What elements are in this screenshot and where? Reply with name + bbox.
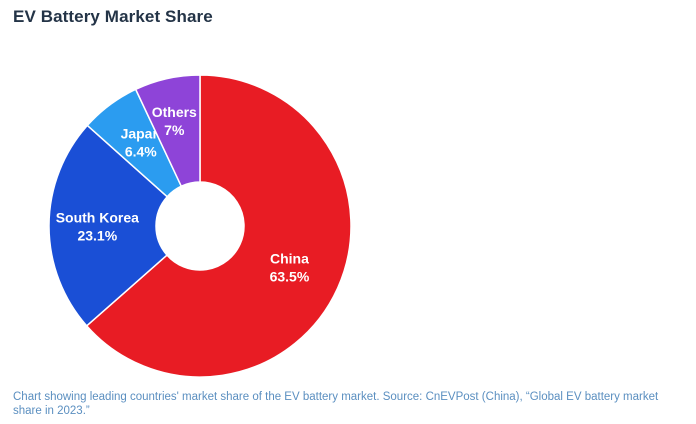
slice-label-china: China bbox=[270, 250, 309, 266]
slice-value-japan: 6.4% bbox=[125, 143, 157, 159]
chart-title: EV Battery Market Share bbox=[13, 7, 213, 26]
chart-caption: Chart showing leading countries' market … bbox=[13, 391, 659, 417]
slice-label-japan: Japan bbox=[121, 125, 161, 141]
slice-china bbox=[85, 74, 352, 378]
slice-label-others: Others bbox=[152, 104, 197, 120]
slice-value-south-korea: 23.1% bbox=[77, 228, 117, 244]
slice-others bbox=[134, 74, 201, 188]
slice-value-others: 7% bbox=[164, 122, 185, 138]
slice-label-south-korea: South Korea bbox=[56, 210, 139, 226]
slice-south-korea bbox=[48, 124, 169, 327]
slice-value-china: 63.5% bbox=[270, 268, 310, 284]
